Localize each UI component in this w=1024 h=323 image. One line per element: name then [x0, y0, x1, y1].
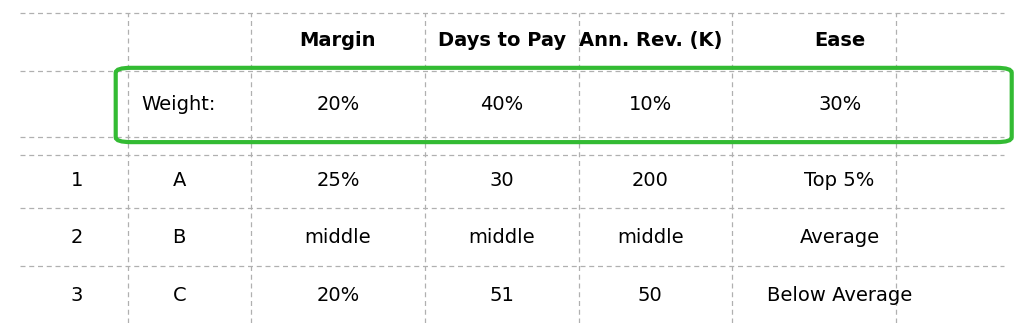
Text: Weight:: Weight: [141, 96, 216, 114]
Text: middle: middle [616, 228, 684, 247]
Text: 200: 200 [632, 172, 669, 190]
Text: B: B [172, 228, 186, 247]
Text: 30: 30 [489, 172, 514, 190]
Text: 50: 50 [638, 286, 663, 305]
Text: 30%: 30% [818, 96, 861, 114]
Text: 1: 1 [71, 172, 83, 190]
Text: middle: middle [468, 228, 536, 247]
Text: Below Average: Below Average [767, 286, 912, 305]
Text: Days to Pay: Days to Pay [437, 31, 566, 50]
Text: 2: 2 [71, 228, 83, 247]
Text: 20%: 20% [316, 286, 359, 305]
Text: 40%: 40% [480, 96, 523, 114]
Text: Margin: Margin [300, 31, 376, 50]
Text: Top 5%: Top 5% [805, 172, 874, 190]
Text: A: A [172, 172, 186, 190]
Text: 3: 3 [71, 286, 83, 305]
Text: Ease: Ease [814, 31, 865, 50]
Text: middle: middle [304, 228, 372, 247]
Text: 25%: 25% [316, 172, 359, 190]
Text: 10%: 10% [629, 96, 672, 114]
Text: 20%: 20% [316, 96, 359, 114]
Text: C: C [172, 286, 186, 305]
Text: 51: 51 [489, 286, 514, 305]
Text: Ann. Rev. (K): Ann. Rev. (K) [579, 31, 722, 50]
Text: Average: Average [800, 228, 880, 247]
